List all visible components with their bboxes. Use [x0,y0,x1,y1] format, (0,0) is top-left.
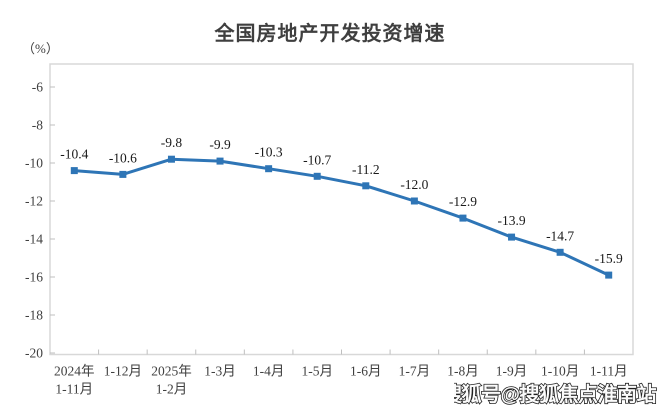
data-label: -10.7 [303,152,331,167]
y-tick-label: -10 [25,156,43,171]
data-label: -10.6 [109,150,137,165]
data-point-marker [605,271,613,279]
data-point-marker [119,170,127,178]
data-label: -12.0 [400,177,428,192]
x-tick-label: 1-4月 [253,364,285,379]
data-label: -12.9 [449,194,477,209]
x-tick-label: 1-8月 [447,364,479,379]
data-label: -10.3 [255,145,283,160]
x-tick-label: 1-10月 [541,364,579,379]
x-tick-label: 2024年 [54,364,95,379]
x-tick-label: 1-11月 [590,364,628,379]
data-point-marker [459,214,467,222]
data-label: -10.4 [60,147,88,162]
x-tick-label: 1-3月 [204,364,236,379]
x-tick-label: 1-6月 [350,364,382,379]
x-tick-label: 1-9月 [496,364,528,379]
x-tick-label: 1-7月 [399,364,431,379]
watermark: 搜狐号@搜狐焦点淮南站 [441,378,658,408]
x-tick-label: 1-5月 [301,364,333,379]
data-point-marker [216,157,224,165]
data-label: -14.7 [546,228,574,243]
x-tick-label: 2025年 [151,364,192,379]
data-point-marker [410,197,418,205]
data-point-marker [167,155,175,163]
series-line [72,157,611,277]
watermark-text: 搜狐号@搜狐焦点淮南站 [454,382,656,406]
y-tick-label: -16 [25,270,43,285]
plot-border [49,63,634,356]
y-axis-unit-label: （%） [22,41,59,56]
x-tick-label: 1-2月 [156,382,188,397]
data-point-marker [556,248,564,256]
data-point-marker [265,165,273,173]
x-tick-label: 1-12月 [104,364,142,379]
data-label: -9.8 [161,135,183,150]
y-tick-label: -14 [25,232,43,247]
y-tick-label: -20 [25,346,43,361]
x-tick-label: 1-11月 [55,382,93,397]
chart-title: 全国房地产开发投资增速 [214,23,446,45]
data-point-marker [362,182,370,190]
y-tick-label: -8 [32,118,43,133]
y-tick-label: -6 [32,80,43,95]
data-label: -15.9 [595,251,623,266]
data-point-marker [313,172,321,180]
data-point-marker [508,233,516,241]
data-label: -13.9 [497,213,525,228]
data-point-marker [70,167,78,175]
y-tick-label: -18 [25,308,43,323]
y-tick-label: -12 [25,194,43,209]
data-label: -9.9 [209,137,231,152]
data-label: -11.2 [352,162,380,177]
